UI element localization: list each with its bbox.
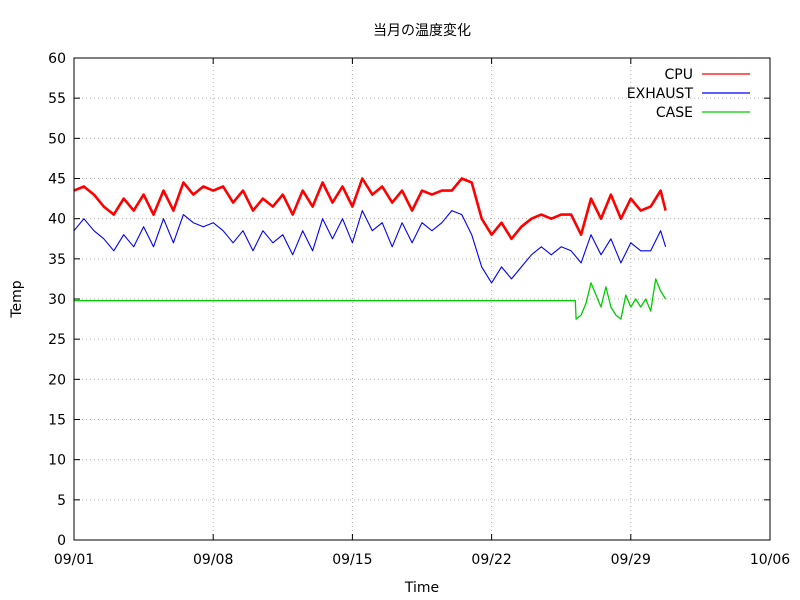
x-axis-title: Time — [404, 580, 439, 596]
y-tick-label: 40 — [48, 212, 66, 228]
grid — [74, 58, 770, 540]
series-lines — [73, 177, 667, 320]
x-tick-label: 09/01 — [54, 552, 94, 568]
y-tick-label: 55 — [48, 91, 66, 107]
y-tick-label: 30 — [48, 292, 66, 308]
legend-label-case: CASE — [656, 105, 693, 121]
series-line-cpu — [73, 177, 667, 241]
y-axis-title: Temp — [9, 280, 25, 318]
x-tick-label: 10/06 — [750, 552, 790, 568]
x-tick-label: 09/15 — [332, 552, 372, 568]
series-line-exhaust — [73, 210, 667, 284]
y-tick-label: 50 — [48, 131, 66, 147]
legend: CPU EXHAUST CASE — [627, 67, 750, 121]
x-axis-ticks: 09/01 09/08 09/15 09/22 09/29 10/06 — [54, 58, 790, 568]
y-tick-label: 60 — [48, 51, 66, 67]
y-tick-label: 5 — [57, 493, 66, 509]
y-tick-label: 15 — [48, 413, 66, 429]
y-tick-label: 20 — [48, 372, 66, 388]
x-tick-label: 09/08 — [193, 552, 233, 568]
y-tick-label: 25 — [48, 332, 66, 348]
y-axis-ticks: 0 5 10 15 20 25 30 35 40 45 50 55 60 — [48, 51, 770, 549]
x-tick-label: 09/22 — [471, 552, 511, 568]
legend-label-cpu: CPU — [665, 67, 693, 83]
chart-title: 当月の温度変化 — [373, 22, 471, 39]
series-line-case — [74, 278, 667, 320]
y-tick-label: 35 — [48, 252, 66, 268]
x-tick-label: 09/29 — [611, 552, 651, 568]
y-tick-label: 0 — [57, 533, 66, 549]
legend-label-exhaust: EXHAUST — [627, 86, 694, 102]
y-tick-label: 10 — [48, 453, 66, 469]
y-tick-label: 45 — [48, 172, 66, 188]
